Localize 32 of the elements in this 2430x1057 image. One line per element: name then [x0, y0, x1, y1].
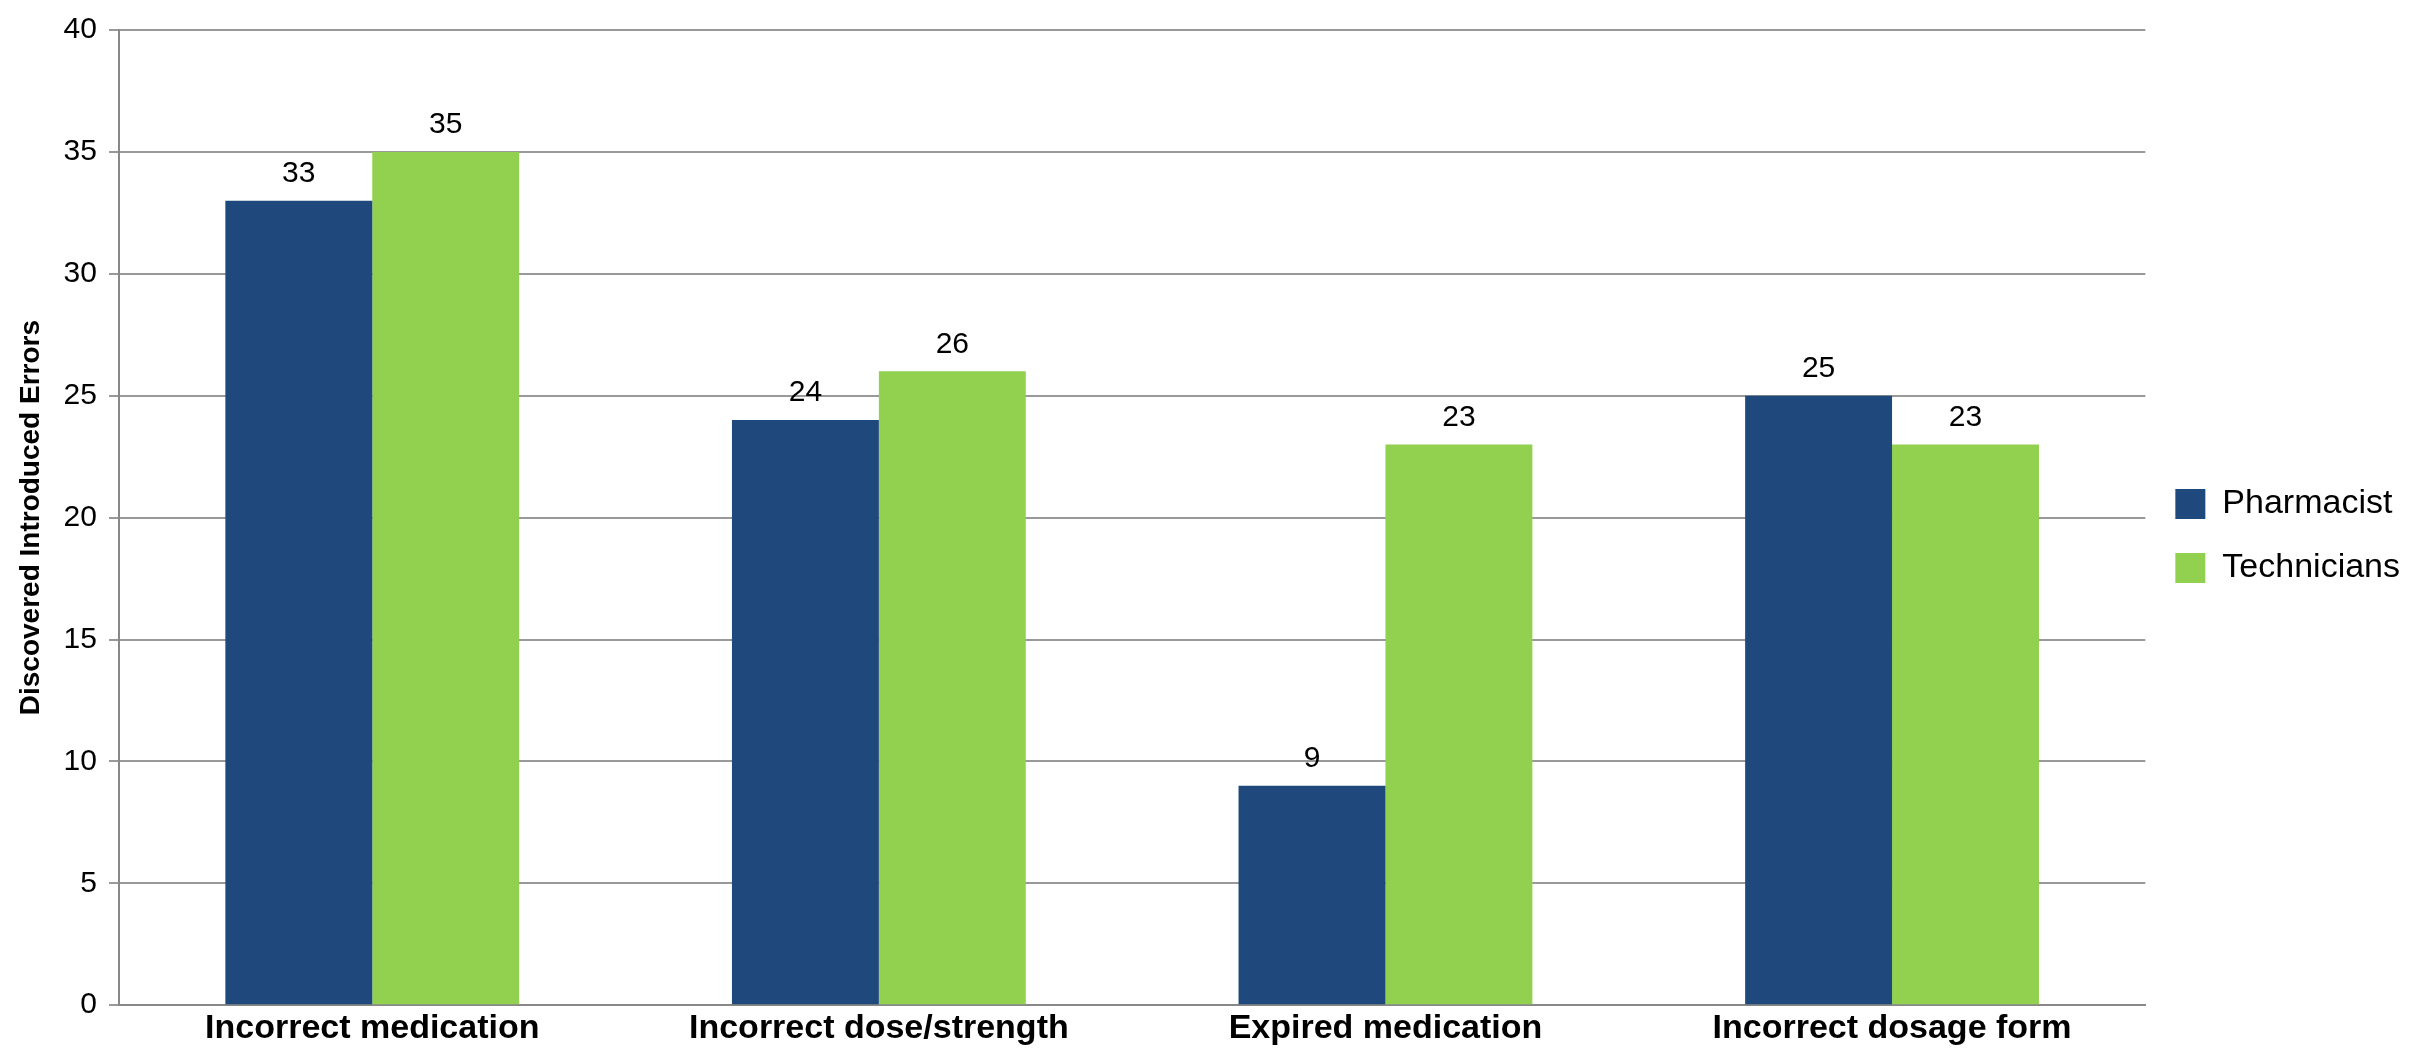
y-tick-label: 25	[63, 376, 97, 410]
y-tick-label: 15	[63, 620, 97, 654]
data-label: 9	[1303, 740, 1321, 774]
bar	[731, 420, 879, 1005]
bar	[1745, 395, 1893, 1005]
bar	[372, 151, 520, 1005]
y-axis-title: Discovered Introduced Errors	[13, 319, 45, 716]
y-tick-label: 0	[80, 986, 97, 1020]
data-label: 23	[1948, 398, 1983, 432]
bar	[225, 200, 373, 1005]
data-label: 23	[1442, 398, 1476, 432]
data-label: 26	[935, 325, 969, 359]
y-tick-label: 10	[63, 742, 97, 776]
data-label: 33	[282, 154, 316, 188]
x-tick-label: Incorrect dosage form	[1712, 1006, 2072, 1045]
y-tick-label: 40	[63, 11, 97, 45]
bar	[1385, 444, 1533, 1005]
y-tick-label: 30	[63, 255, 97, 289]
data-label: 24	[788, 374, 823, 408]
x-tick-label: Incorrect medication	[205, 1006, 540, 1045]
x-tick-label: Expired medication	[1228, 1006, 1543, 1045]
bar	[1892, 444, 2039, 1005]
bar	[1238, 785, 1386, 1005]
legend-label: Technicians	[2222, 546, 2400, 585]
bar	[878, 371, 1026, 1005]
data-label: 35	[429, 106, 463, 140]
y-tick-label: 5	[80, 864, 97, 898]
y-tick-label: 20	[63, 498, 97, 532]
y-tick-label: 35	[63, 133, 97, 167]
x-tick-label: Incorrect dose/strength	[688, 1006, 1069, 1045]
legend-label: Pharmacist	[2222, 482, 2393, 521]
data-label: 25	[1801, 349, 1836, 383]
